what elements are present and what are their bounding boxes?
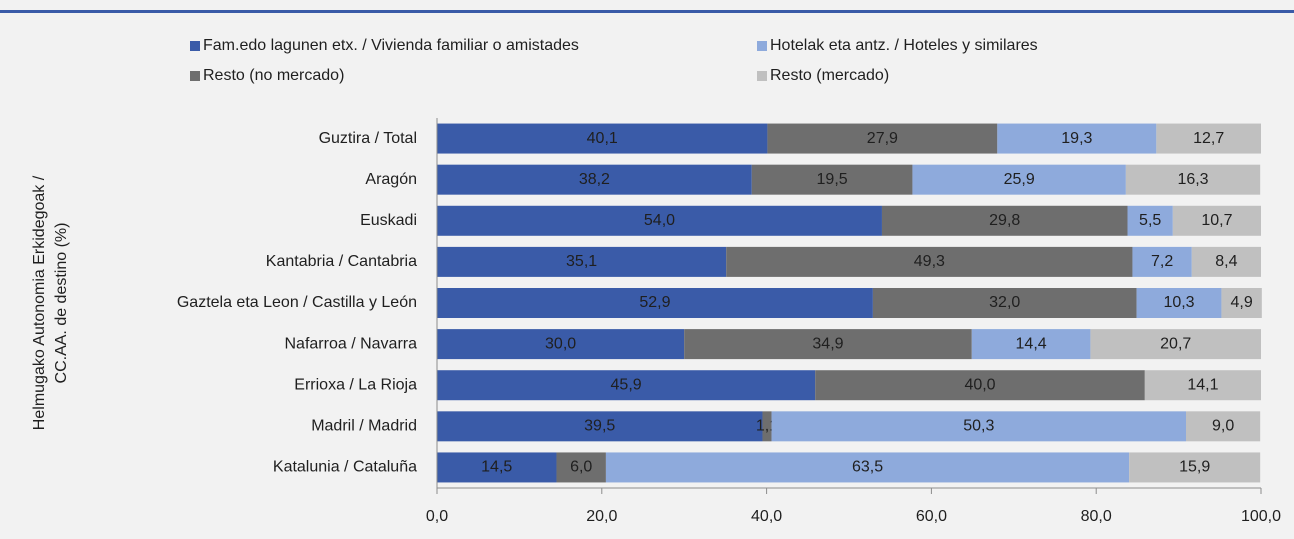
legend-swatch	[757, 71, 767, 81]
bar-segment	[605, 452, 1130, 483]
data-label: 5,5	[1139, 212, 1161, 229]
x-tick-label: 80,0	[1081, 508, 1112, 525]
bar-segment	[726, 246, 1133, 277]
data-label: 15,9	[1179, 459, 1210, 476]
data-label: 27,9	[867, 130, 898, 147]
legend-label: Hotelak eta antz. / Hoteles y similares	[770, 37, 1038, 54]
bar-segment	[684, 329, 972, 360]
legend-swatch	[757, 41, 767, 51]
legend-swatch	[190, 71, 200, 81]
data-label: 19,5	[817, 171, 848, 188]
data-label: 7,2	[1151, 253, 1173, 270]
data-label: 34,9	[812, 335, 843, 352]
y-tick-label: Madril / Madrid	[311, 418, 417, 435]
data-label: 20,7	[1160, 335, 1191, 352]
data-label: 50,3	[963, 418, 994, 435]
bar-segment	[1090, 329, 1261, 360]
data-label: 38,2	[579, 171, 610, 188]
legend-label: Resto (no mercado)	[203, 67, 344, 84]
data-label: 52,9	[639, 294, 670, 311]
bar-segment	[1144, 370, 1261, 401]
bar-segment	[437, 370, 816, 401]
bar-segment	[1186, 411, 1261, 442]
data-label: 54,0	[644, 212, 675, 229]
legend-swatch	[190, 41, 200, 51]
bar-segment	[881, 205, 1128, 236]
bar-segment	[815, 370, 1145, 401]
data-label: 10,7	[1201, 212, 1232, 229]
bar-segment	[997, 123, 1157, 154]
bar-segment	[437, 123, 768, 154]
data-label: 4,9	[1231, 294, 1253, 311]
data-label: 45,9	[611, 376, 642, 393]
y-tick-label: Nafarroa / Navarra	[285, 335, 418, 352]
bar-segment	[872, 288, 1137, 318]
bar-segment	[1191, 246, 1261, 277]
data-label: 8,4	[1215, 253, 1237, 270]
bar-segment	[1125, 164, 1261, 195]
y-tick-label: Gaztela eta Leon / Castilla y León	[177, 294, 417, 311]
bar-segment	[437, 329, 685, 360]
bar-segment	[437, 205, 882, 236]
data-label: 32,0	[989, 294, 1020, 311]
y-tick-label: Euskadi	[360, 212, 417, 229]
data-label: 16,3	[1177, 171, 1208, 188]
bar-segment	[1132, 246, 1192, 277]
legend-label: Resto (mercado)	[770, 67, 889, 84]
bar-segment	[437, 246, 727, 277]
bar-segment	[971, 329, 1091, 360]
bar-segment	[771, 411, 1187, 442]
y-axis-label: Helmugako Autonomia Erkidegoak /	[31, 175, 48, 430]
data-label: 14,4	[1016, 335, 1047, 352]
y-tick-label: Errioxa / La Rioja	[294, 376, 417, 393]
y-tick-label: Kantabria / Cantabria	[266, 253, 417, 270]
data-label: 14,5	[481, 459, 512, 476]
bar-segment	[912, 164, 1126, 195]
x-tick-label: 60,0	[916, 508, 947, 525]
bar-segment	[1172, 205, 1261, 236]
bar-segment	[767, 123, 998, 154]
data-label: 49,3	[914, 253, 945, 270]
y-tick-label: Guztira / Total	[319, 130, 417, 147]
bar-segment	[751, 164, 913, 195]
bar-segment	[1127, 205, 1173, 236]
bar-segment	[1136, 288, 1222, 318]
bar-segment	[437, 411, 763, 442]
data-label: 63,5	[852, 459, 883, 476]
data-label: 30,0	[545, 335, 576, 352]
y-tick-label: Katalunia / Cataluña	[273, 459, 417, 476]
legend-label: Fam.edo lagunen etx. / Vivienda familiar…	[203, 37, 579, 54]
bar-segment	[556, 452, 606, 483]
data-label: 40,0	[964, 376, 995, 393]
bar-segment	[1221, 288, 1262, 318]
y-tick-label: Aragón	[365, 171, 417, 188]
bar-segment	[762, 411, 772, 442]
data-label: 39,5	[584, 418, 615, 435]
top-rule	[0, 10, 1294, 13]
data-label: 19,3	[1061, 130, 1092, 147]
y-axis-label: CC.AA. de destino (%)	[53, 223, 70, 384]
x-tick-label: 20,0	[586, 508, 617, 525]
bar-segment	[1156, 123, 1261, 154]
data-label: 25,9	[1004, 171, 1035, 188]
data-label: 29,8	[989, 212, 1020, 229]
data-label: 14,1	[1187, 376, 1218, 393]
data-label: 10,3	[1163, 294, 1194, 311]
x-tick-label: 0,0	[426, 508, 448, 525]
data-label: 35,1	[566, 253, 597, 270]
data-label: 9,0	[1212, 418, 1234, 435]
x-tick-label: 40,0	[751, 508, 782, 525]
data-label: 40,1	[587, 130, 618, 147]
bar-segment	[437, 288, 873, 318]
bar-segment	[437, 164, 752, 195]
x-tick-label: 100,0	[1241, 508, 1281, 525]
bar-segment	[437, 452, 557, 483]
data-label: 6,0	[570, 459, 592, 476]
data-label: 12,7	[1193, 130, 1224, 147]
bar-segment	[1129, 452, 1261, 483]
